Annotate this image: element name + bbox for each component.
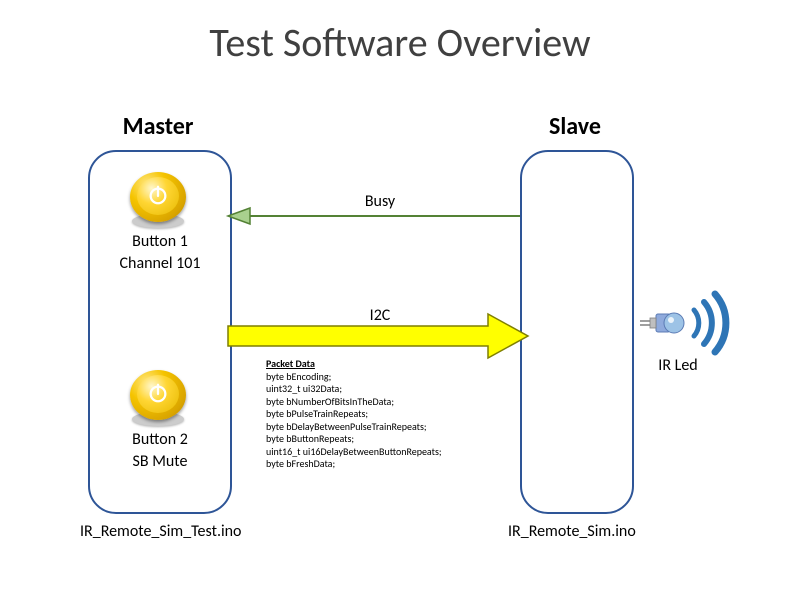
packet-data-block: Packet Data byte bEncoding; uint32_t ui3…	[266, 358, 442, 471]
packet-line: byte bButtonRepeats;	[266, 433, 442, 446]
ir-led-icon	[640, 292, 760, 362]
packet-line: byte bPulseTrainRepeats;	[266, 408, 442, 421]
packet-line: byte bFreshData;	[266, 458, 442, 471]
slave-file-label: IR_Remote_Sim.ino	[508, 522, 636, 541]
i2c-label: I2C	[340, 306, 420, 325]
ir-led-label: IR Led	[648, 356, 708, 375]
packet-title: Packet Data	[266, 358, 442, 371]
packet-line: uint32_t ui32Data;	[266, 383, 442, 396]
master-file-label: IR_Remote_Sim_Test.ino	[80, 522, 242, 541]
